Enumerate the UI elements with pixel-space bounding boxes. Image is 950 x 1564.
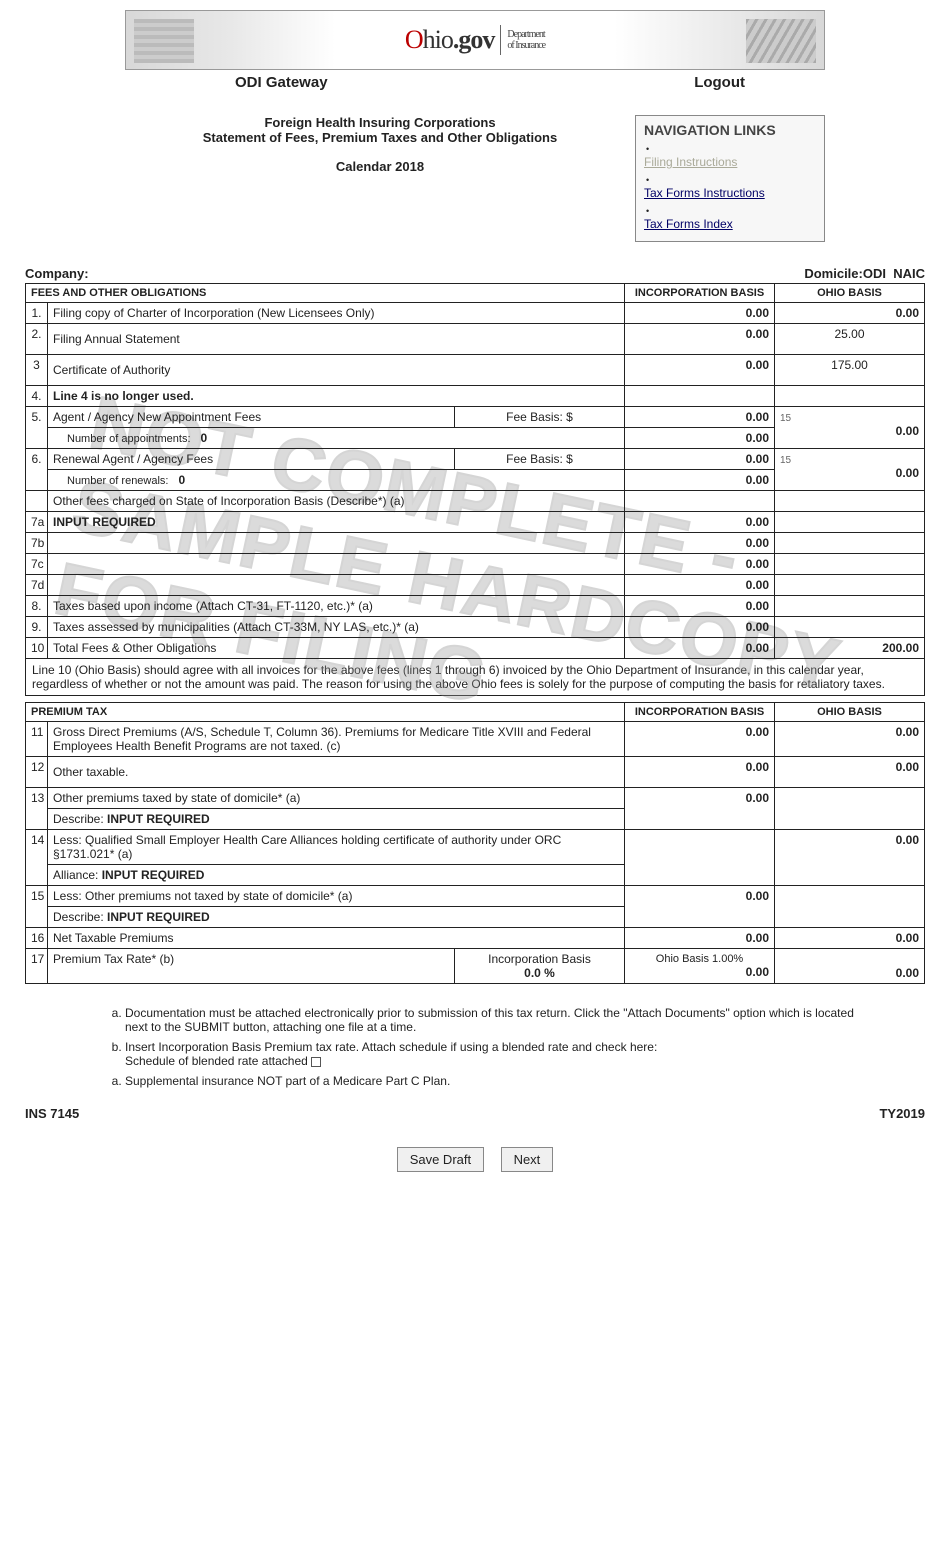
banner-decor-left (134, 19, 194, 63)
tax-forms-index-link[interactable]: Tax Forms Index (644, 217, 733, 231)
fees-header: FEES AND OTHER OBLIGATIONS (26, 284, 625, 303)
table-row: 13 Other premiums taxed by state of domi… (26, 788, 925, 809)
table-row: 17 Premium Tax Rate* (b) Incorporation B… (26, 949, 925, 984)
odi-gateway-label: ODI Gateway (235, 74, 328, 91)
table-row: 14 Less: Qualified Small Employer Health… (26, 830, 925, 865)
table-row: 7b 0.00 (26, 533, 925, 554)
form-id: INS 7145 (25, 1106, 79, 1121)
blended-rate-checkbox[interactable] (311, 1057, 321, 1067)
ohio-basis-header-2: OHIO BASIS (775, 703, 925, 722)
table-row: 9. Taxes assessed by municipalities (Att… (26, 617, 925, 638)
note-a: Documentation must be attached electroni… (125, 1006, 865, 1034)
form-title: Foreign Health Insuring Corporations Sta… (125, 115, 635, 174)
ohio-logo: OOhiohio.gov Departmentof Insurance (405, 25, 545, 55)
tax-forms-instructions-link[interactable]: Tax Forms Instructions (644, 186, 765, 200)
table-row: 2. Filing Annual Statement 0.00 25.00 (26, 324, 925, 355)
header-banner: OOhiohio.gov Departmentof Insurance (125, 10, 825, 70)
navigation-box: NAVIGATION LINKS • Filing Instructions •… (635, 115, 825, 242)
table-row: 11 Gross Direct Premiums (A/S, Schedule … (26, 722, 925, 757)
table-row: 7d 0.00 (26, 575, 925, 596)
table-row: 15 Less: Other premiums not taxed by sta… (26, 886, 925, 907)
table-row: 3 Certificate of Authority 0.00 175.00 (26, 355, 925, 386)
note-a2: Supplemental insurance NOT part of a Med… (125, 1074, 865, 1088)
domicile-label: Domicile:ODI NAIC (804, 266, 925, 281)
para-line10: Line 10 (Ohio Basis) should agree with a… (25, 659, 925, 696)
tax-year: TY2019 (879, 1106, 925, 1121)
note-b: Insert Incorporation Basis Premium tax r… (125, 1040, 865, 1068)
prem-tax-header: PREMIUM TAX (26, 703, 625, 722)
save-draft-button[interactable]: Save Draft (397, 1147, 484, 1172)
next-button[interactable]: Next (501, 1147, 554, 1172)
table-row: 5. Agent / Agency New Appointment Fees F… (26, 407, 925, 428)
table-row: 4. Line 4 is no longer used. (26, 386, 925, 407)
inc-basis-header: INCORPORATION BASIS (625, 284, 775, 303)
filing-instructions-link[interactable]: Filing Instructions (644, 155, 737, 169)
banner-decor-right (746, 19, 816, 63)
table-row: 12 Other taxable. 0.00 0.00 (26, 757, 925, 788)
table-row: 6. Renewal Agent / Agency Fees Fee Basis… (26, 449, 925, 470)
table-row: 8. Taxes based upon income (Attach CT-31… (26, 596, 925, 617)
company-label: Company: (25, 266, 89, 281)
fees-table: FEES AND OTHER OBLIGATIONS INCORPORATION… (25, 283, 925, 659)
table-row: 7a INPUT REQUIRED 0.00 (26, 512, 925, 533)
logout-link[interactable]: Logout (694, 74, 745, 91)
footnotes: Documentation must be attached electroni… (85, 1006, 865, 1088)
inc-basis-header-2: INCORPORATION BASIS (625, 703, 775, 722)
premium-tax-table: PREMIUM TAX INCORPORATION BASIS OHIO BAS… (25, 702, 925, 984)
table-row: 7c 0.00 (26, 554, 925, 575)
table-row: 16 Net Taxable Premiums 0.00 0.00 (26, 928, 925, 949)
table-row: 10 Total Fees & Other Obligations 0.00 2… (26, 638, 925, 659)
table-row: Other fees charged on State of Incorpora… (26, 491, 925, 512)
ohio-basis-header: OHIO BASIS (775, 284, 925, 303)
table-row: 1. Filing copy of Charter of Incorporati… (26, 303, 925, 324)
